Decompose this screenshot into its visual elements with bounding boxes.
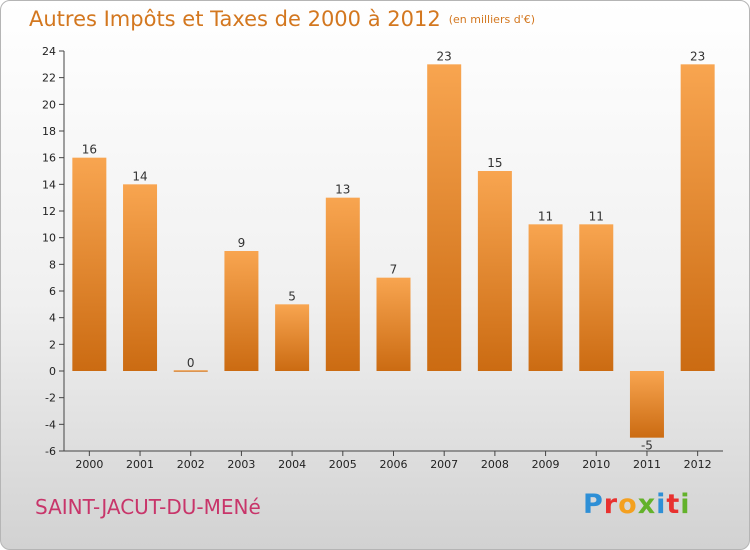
logo-letter: r [603, 489, 619, 520]
bar-2010 [579, 224, 614, 371]
location-name: SAINT-JACUT-DU-MENé [35, 495, 261, 519]
x-tick-label: 2006 [380, 458, 408, 471]
y-tick-label: 8 [49, 258, 56, 271]
y-tick-label: -4 [45, 418, 56, 431]
x-tick-label: 2002 [177, 458, 205, 471]
value-label: 14 [132, 169, 147, 183]
bar-2009 [528, 224, 563, 371]
chart-subtitle: (en milliers d'€) [448, 13, 535, 26]
logo-letter: x [637, 489, 657, 520]
x-tick-label: 2011 [633, 458, 661, 471]
logo-letter: i [680, 489, 691, 520]
value-label: 9 [238, 236, 246, 250]
y-tick-label: 0 [49, 365, 56, 378]
x-tick-label: 2009 [532, 458, 560, 471]
y-tick-label: -6 [45, 445, 56, 458]
x-tick-label: 2000 [75, 458, 103, 471]
chart-title-text: Autres Impôts et Taxes de 2000 à 2012 [29, 7, 441, 31]
logo-letter: i [656, 489, 667, 520]
bar-2001 [123, 184, 158, 371]
y-tick-label: 4 [49, 312, 56, 325]
value-label: 7 [390, 263, 398, 277]
y-tick-label: 6 [49, 285, 56, 298]
x-tick-label: 2001 [126, 458, 154, 471]
y-tick-label: 2 [49, 338, 56, 351]
value-label: 5 [288, 289, 296, 303]
y-tick-label: -2 [45, 392, 56, 405]
value-label: 15 [487, 156, 502, 170]
y-tick-label: 16 [42, 152, 56, 165]
bar-2008 [477, 171, 512, 371]
y-tick-label: 12 [42, 205, 56, 218]
x-tick-label: 2008 [481, 458, 509, 471]
logo-letter: o [618, 489, 638, 520]
value-label: 23 [690, 49, 705, 63]
y-tick-label: 10 [42, 232, 56, 245]
logo-letter: P [583, 489, 604, 520]
y-tick-label: 24 [42, 45, 56, 58]
value-label: -5 [641, 439, 653, 453]
bar-2006 [376, 277, 411, 371]
bar-2011 [629, 371, 664, 438]
proxiti-logo: Proxiti [583, 489, 691, 520]
bar-2004 [275, 304, 310, 371]
bar-2005 [325, 197, 360, 371]
bar-2003 [224, 251, 259, 371]
logo-letter: t [666, 489, 681, 520]
bar-2012 [680, 64, 715, 372]
x-tick-label: 2005 [329, 458, 357, 471]
y-tick-label: 18 [42, 125, 56, 138]
bar-2000 [72, 157, 107, 371]
x-tick-label: 2012 [684, 458, 712, 471]
value-label: 13 [335, 183, 350, 197]
x-tick-label: 2003 [227, 458, 255, 471]
bar-2007 [427, 64, 462, 372]
value-label: 23 [437, 49, 452, 63]
value-label: 0 [187, 356, 195, 370]
x-tick-label: 2004 [278, 458, 306, 471]
chart-title: Autres Impôts et Taxes de 2000 à 2012 (en… [29, 7, 535, 31]
bar-2002 [173, 370, 208, 372]
value-label: 11 [538, 209, 553, 223]
x-tick-label: 2010 [582, 458, 610, 471]
value-label: 11 [589, 209, 604, 223]
y-tick-label: 14 [42, 178, 56, 191]
x-tick-label: 2007 [430, 458, 458, 471]
y-tick-label: 22 [42, 72, 56, 85]
y-tick-label: 20 [42, 98, 56, 111]
value-label: 16 [82, 143, 97, 157]
